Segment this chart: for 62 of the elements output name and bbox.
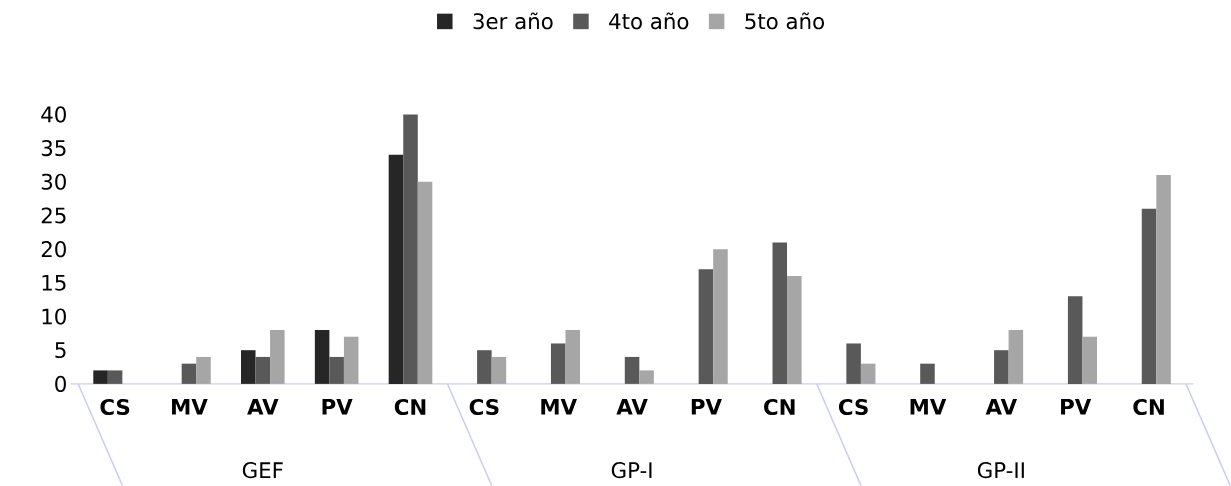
bar [860,363,876,384]
bar [181,363,197,384]
bar [550,343,566,384]
y-tick-label: 30 [41,173,66,190]
bar [565,329,581,384]
bar [329,356,344,384]
x-tick-label: CN [764,398,795,415]
bar [1082,336,1097,384]
y-tick-label: 20 [41,240,66,258]
x-tick-label: AV [616,398,648,415]
x-tick-label: MV [541,398,577,415]
bar [624,356,640,384]
y-tick-label: 15 [42,274,66,291]
bar [240,350,256,384]
bar [1067,296,1083,384]
bar [772,242,788,384]
x-tick-label: MV [172,398,208,415]
y-tick-label: 35 [41,139,66,156]
bar [107,370,123,384]
bar [713,248,728,384]
x-tick-label: PV [691,398,722,415]
legend-label: 3er año [473,12,553,30]
bar [270,329,285,384]
text: GP-II [977,461,1024,479]
bar [787,275,802,384]
bar [1141,208,1157,384]
bar [314,329,330,384]
text: GEF [242,461,283,479]
bar [920,363,935,384]
bar [1008,329,1024,384]
bar [639,370,654,384]
y-tick-label: 10 [42,308,66,325]
bar [477,350,492,384]
text: GP-I [611,461,652,479]
bar [491,356,507,384]
bar [698,269,714,384]
x-tick-label: AV [247,398,279,415]
bar [417,181,433,384]
x-tick-label: AV [985,398,1018,415]
x-tick-label: CS [469,398,499,415]
x-tick-label: PV [1061,398,1092,415]
bar [388,154,404,384]
bar [403,114,418,384]
x-tick-label: CN [1133,398,1164,415]
bar [994,350,1009,384]
x-tick-label: MV [910,398,947,415]
y-tick-label: 40 [41,106,66,123]
x-tick-label: CS [838,398,868,415]
x-tick-label: CS [100,398,130,415]
bar [846,343,861,384]
bar [343,336,359,384]
x-tick-label: CN [394,398,426,415]
bar [1156,174,1171,384]
bar [196,356,211,384]
y-tick-label: 5 [55,342,66,358]
x-tick-label: PV [322,398,353,415]
legend-label: 5to año [745,12,824,30]
y-tick-label: 0 [55,375,66,392]
legend-label: 4to año [609,12,689,30]
bar [255,356,271,384]
bar [93,370,108,384]
y-tick-label: 25 [41,207,66,224]
